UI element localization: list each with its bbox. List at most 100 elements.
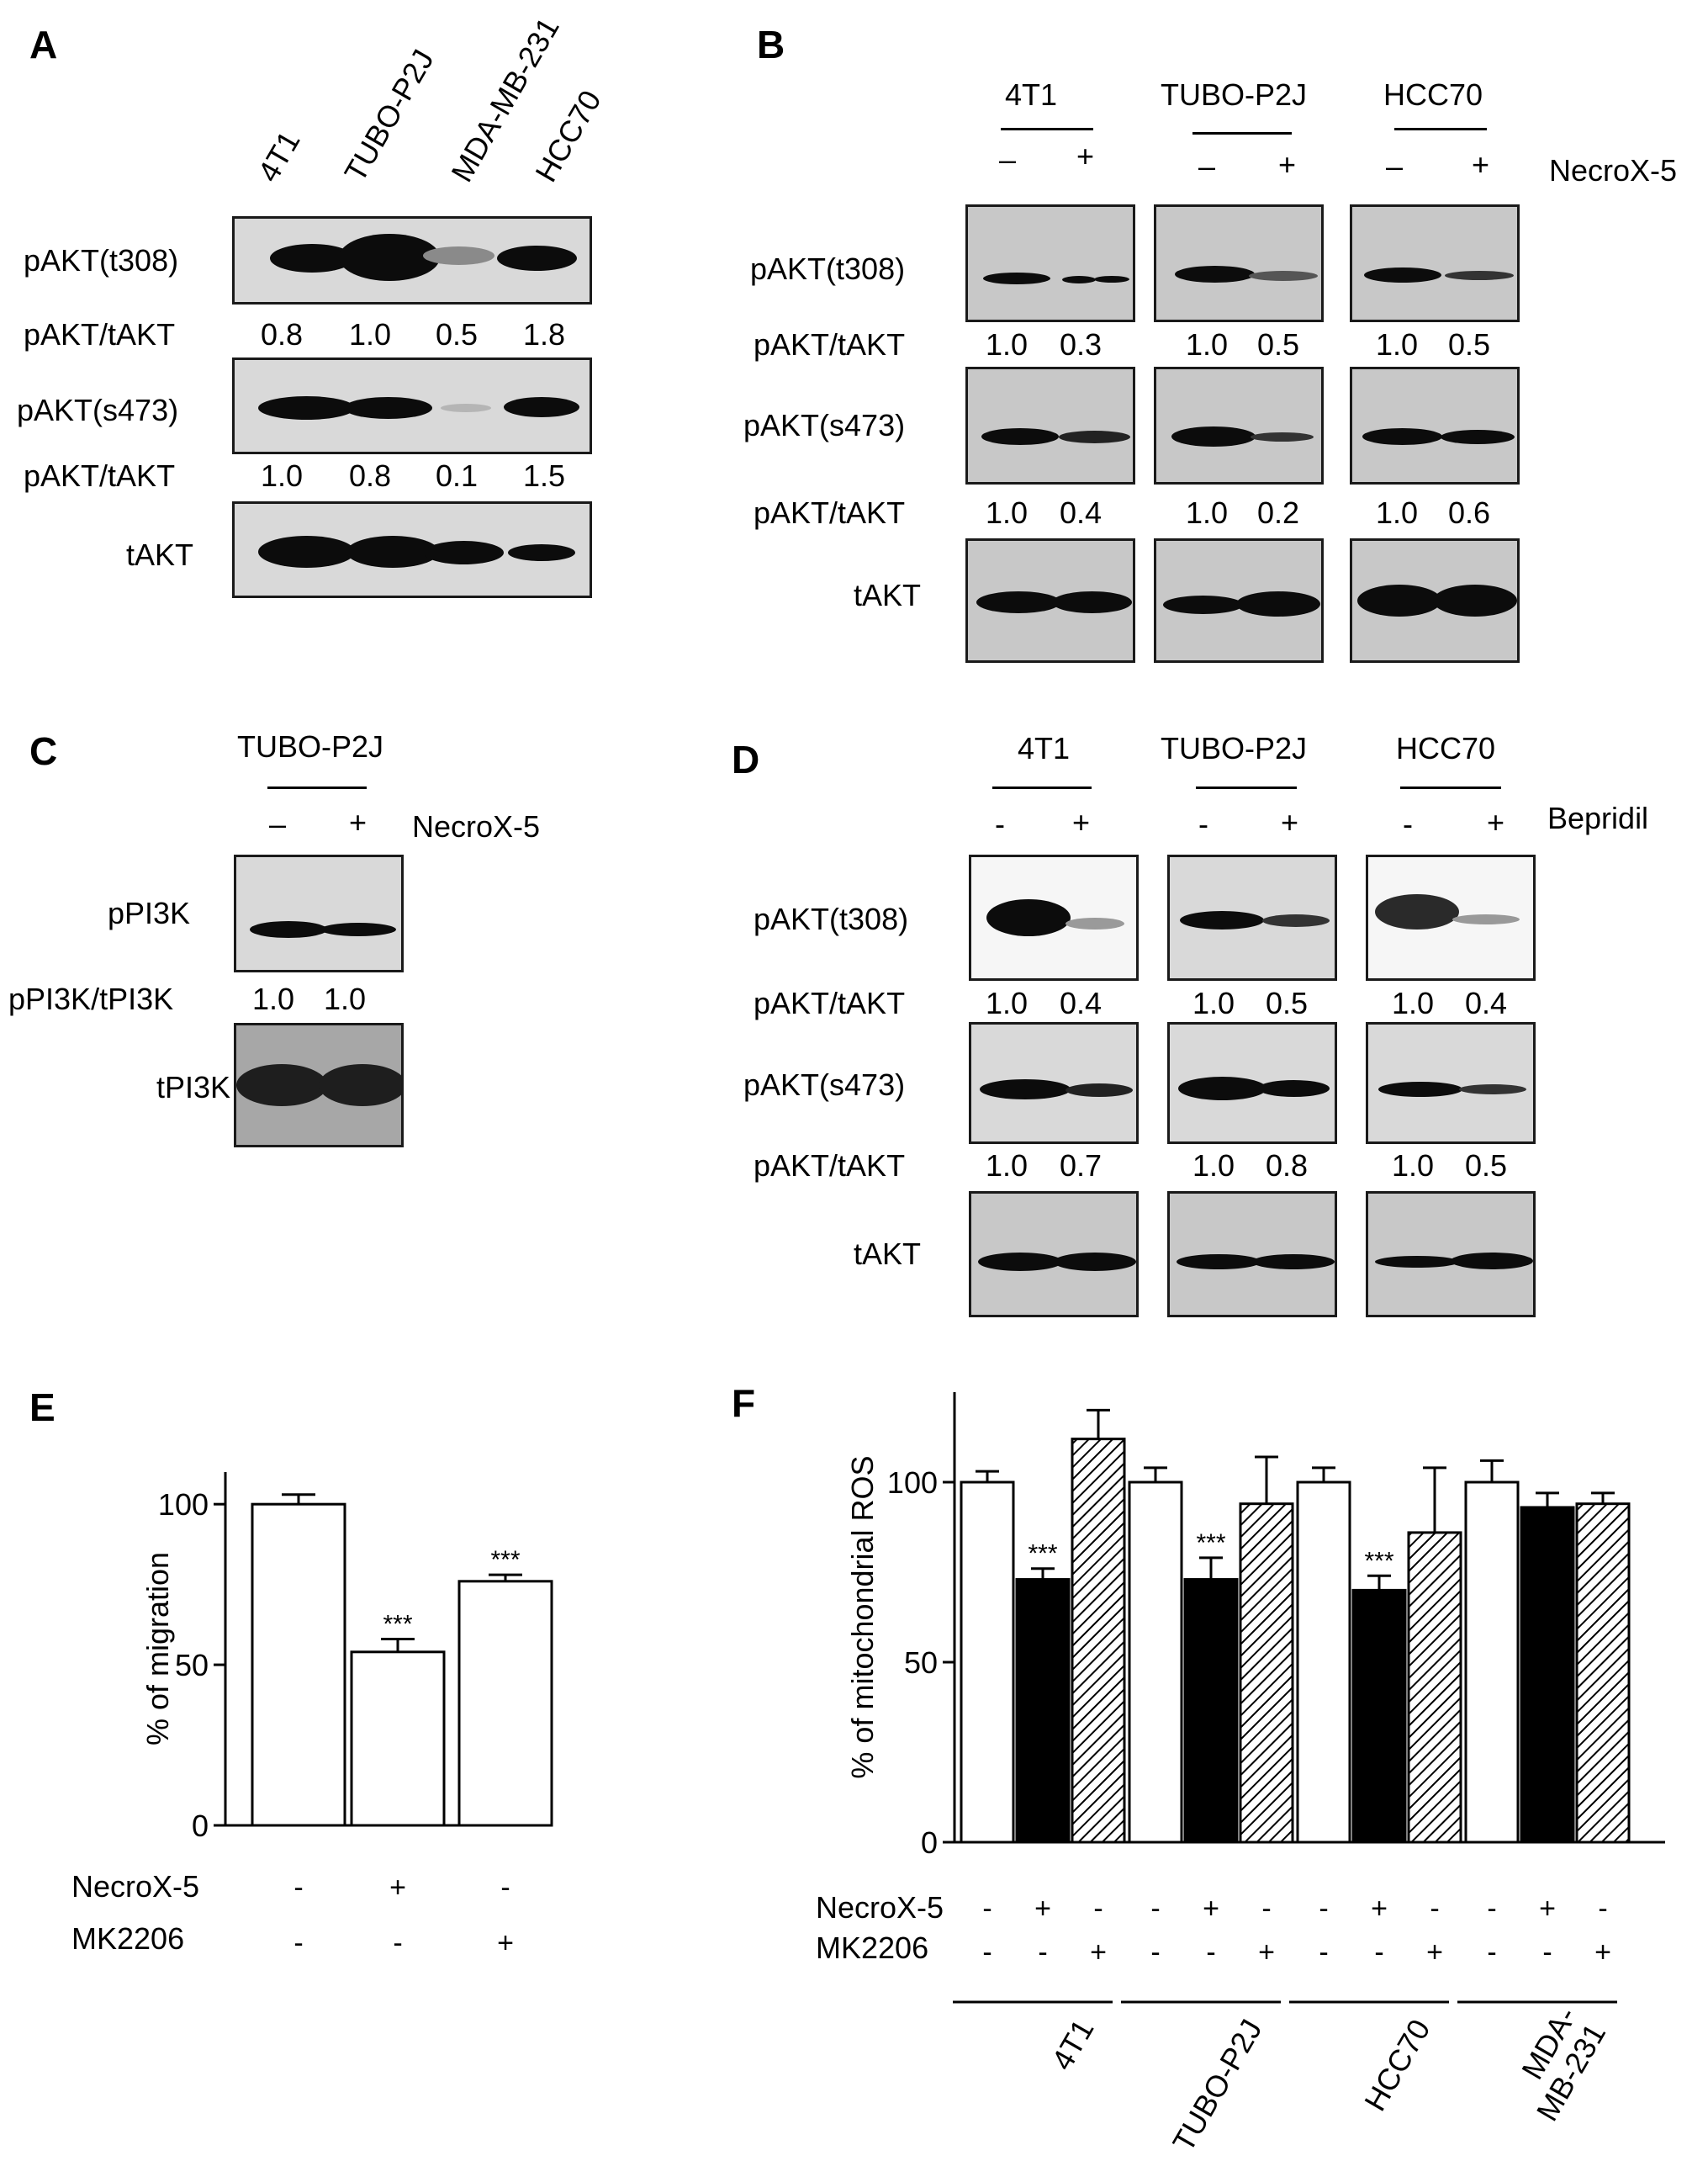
lane-label: TUBO-P2J	[337, 43, 441, 188]
condition-sign: -	[1319, 1893, 1328, 1925]
ratio-label: pAKT/tAKT	[754, 1148, 906, 1183]
condition-sign: +	[1034, 1893, 1051, 1925]
sign-plus: +	[1076, 139, 1095, 173]
group-label: 4T1	[1018, 731, 1071, 765]
sign-plus: +	[1472, 147, 1490, 182]
ratio-label: pAKT/tAKT	[754, 986, 906, 1020]
ratio-label: pPI3K/tPI3K	[8, 982, 174, 1016]
group-underline	[1394, 128, 1487, 130]
ratio-value: 1.0	[1186, 495, 1229, 530]
blot-d-t308-4t1	[969, 855, 1139, 981]
blot-tpi3k	[234, 1023, 404, 1147]
ratio-value: 1.0	[1376, 327, 1419, 362]
condition-sign: +	[497, 1927, 514, 1959]
ratio-label: pAKT/tAKT	[754, 327, 906, 362]
ratio-value: 1.8	[523, 317, 566, 352]
group-underline	[267, 787, 367, 789]
blot-pakt-s473	[232, 358, 592, 454]
sign-plus: +	[1487, 805, 1505, 840]
ratio-value: 1.0	[324, 982, 367, 1016]
row-label: pAKT(s473)	[17, 393, 179, 427]
ratio-value: 1.0	[261, 458, 304, 493]
treatment-label: NecroX-5	[412, 809, 541, 844]
condition-sign: -	[982, 1936, 991, 1968]
ratio-value: 0.5	[1448, 327, 1491, 362]
ratio-value: 1.0	[986, 327, 1029, 362]
ratio-value: 0.4	[1060, 986, 1103, 1020]
bar	[1015, 1578, 1071, 1844]
group-label: 4T1	[1044, 2014, 1101, 2076]
ratio-value: 0.5	[1465, 1148, 1508, 1183]
ratio-value: 0.2	[1257, 495, 1300, 530]
sign-minus: -	[1403, 807, 1413, 841]
bar	[1239, 1502, 1294, 1844]
blot-d-s473-hcc70	[1366, 1022, 1536, 1144]
blot-d-t308-hcc70	[1366, 855, 1536, 981]
y-axis-label: % of mitochondrial ROS	[845, 1455, 880, 1778]
condition-sign: +	[1426, 1936, 1443, 1968]
y-tick-label: 50	[904, 1645, 938, 1680]
blot-b-takt-hcc70	[1350, 538, 1520, 663]
lane-label: 4T1	[251, 124, 307, 188]
bar	[1071, 1438, 1126, 1844]
ratio-value: 0.1	[436, 458, 479, 493]
blot-b-t308-hcc70	[1350, 204, 1520, 322]
blot-b-t308-4t1	[965, 204, 1135, 322]
ratio-value: 0.4	[1465, 986, 1508, 1020]
condition-sign: -	[982, 1893, 991, 1925]
blot-pakt-t308	[232, 216, 592, 305]
group-label: TUBO-P2J	[1161, 77, 1308, 112]
significance-label: ***	[1028, 1540, 1057, 1568]
row-label: pAKT(s473)	[743, 1067, 906, 1102]
y-tick-label: 0	[921, 1825, 938, 1860]
blot-b-s473-4t1	[965, 367, 1135, 485]
bar	[1183, 1578, 1239, 1844]
condition-sign: +	[1539, 1893, 1556, 1925]
group-label: HCC70	[1357, 2014, 1437, 2117]
panel-e-label: E	[29, 1385, 56, 1429]
condition-label: MK2206	[816, 1931, 928, 1965]
ratio-label: pAKT/tAKT	[754, 495, 906, 530]
ratio-value: 1.0	[1392, 1148, 1435, 1183]
condition-sign: +	[1594, 1936, 1611, 1968]
bar	[251, 1502, 346, 1827]
condition-label: NecroX-5	[71, 1869, 199, 1904]
row-label: pAKT(t308)	[754, 902, 909, 936]
ratio-value: 1.0	[986, 986, 1029, 1020]
ratio-value: 1.0	[1376, 495, 1419, 530]
sign-plus: +	[1072, 805, 1091, 840]
group-label: HCC70	[1396, 731, 1496, 765]
ratio-value: 0.5	[436, 317, 479, 352]
condition-sign: -	[1542, 1936, 1552, 1968]
migration-chart: 0 50 100 % of migration *** *** NecroX-5 - + - MK2…	[71, 1472, 553, 1959]
ratio-value: 0.3	[1060, 327, 1103, 362]
blot-d-s473-4t1	[969, 1022, 1139, 1144]
blot-b-t308-tubo	[1154, 204, 1324, 322]
treatment-label: Bepridil	[1547, 801, 1649, 835]
blot-d-takt-4t1	[969, 1191, 1139, 1317]
condition-sign: +	[1258, 1936, 1275, 1968]
treatment-label: NecroX-5	[1549, 153, 1678, 188]
sign-plus: +	[1278, 147, 1297, 182]
blot-b-s473-tubo	[1154, 367, 1324, 485]
significance-label: ***	[1364, 1547, 1393, 1575]
row-label: pPI3K	[108, 896, 191, 930]
significance-label: ***	[1196, 1529, 1225, 1557]
blot-d-takt-tubo	[1167, 1191, 1337, 1317]
ratio-value: 0.8	[261, 317, 304, 352]
condition-sign: -	[1598, 1893, 1607, 1925]
ratio-value: 1.0	[986, 1148, 1029, 1183]
condition-label: NecroX-5	[816, 1890, 944, 1925]
row-label: tAKT	[854, 578, 922, 612]
condition-sign: -	[1430, 1893, 1439, 1925]
mito-ros-chart: 0 50 100% of mitochondrial ROS *** *** *** Nec…	[816, 1392, 1665, 2158]
panel-f-label: F	[732, 1381, 756, 1425]
blot-d-s473-tubo	[1167, 1022, 1337, 1144]
sign-minus: -	[1198, 807, 1208, 841]
condition-sign: +	[1090, 1936, 1107, 1968]
y-tick-label: 0	[192, 1809, 209, 1843]
condition-sign: -	[1487, 1936, 1496, 1968]
y-tick-label: 100	[887, 1465, 938, 1500]
condition-sign: -	[1319, 1936, 1328, 1968]
condition-sign: -	[1206, 1936, 1215, 1968]
